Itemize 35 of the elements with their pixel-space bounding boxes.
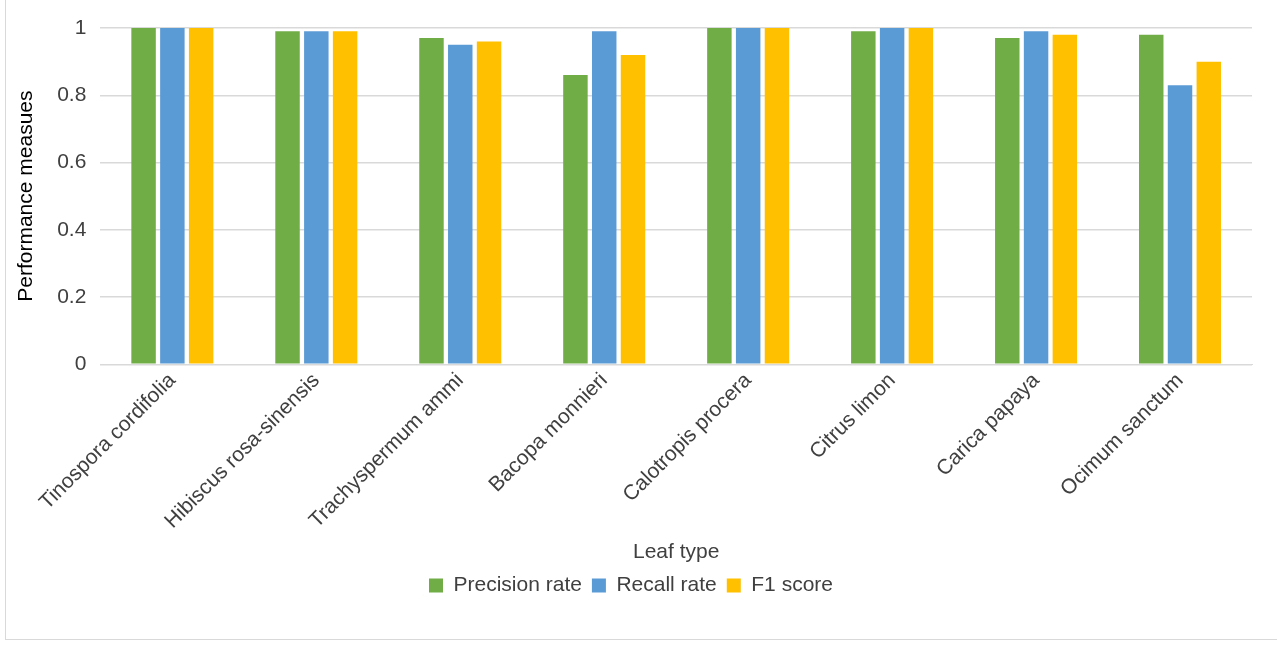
bar [851, 31, 876, 364]
bar [620, 54, 646, 364]
bar [1023, 31, 1049, 364]
y-tick-label: 0.6 [57, 149, 87, 173]
bar [563, 75, 588, 364]
bar [448, 44, 473, 364]
y-tick-label: 0.2 [57, 283, 87, 307]
y-tick-label: 0.8 [57, 82, 87, 106]
bar [707, 28, 732, 364]
legend-label: Recall rate [616, 572, 717, 596]
y-tick-label: 0 [74, 351, 87, 375]
bar [908, 28, 934, 364]
bar [160, 28, 185, 364]
bar [764, 28, 790, 364]
bar [304, 31, 329, 364]
bar [879, 28, 905, 364]
legend-label: Precision rate [453, 572, 582, 596]
bar [591, 31, 617, 364]
bar [735, 28, 761, 364]
bar [476, 41, 502, 364]
bar [1196, 61, 1222, 364]
bar [995, 38, 1020, 364]
y-tick-label: 0.4 [57, 216, 87, 240]
legend-label: F1 score [751, 572, 833, 596]
y-axis-title: Performance measues [13, 90, 37, 302]
y-tick-label: 1 [74, 14, 87, 38]
x-axis-title: Leaf type [632, 539, 720, 563]
bar [1052, 34, 1078, 364]
bar [188, 28, 214, 364]
bar [1139, 34, 1164, 364]
bar [131, 28, 156, 364]
bar [1167, 85, 1193, 364]
bar [275, 31, 300, 364]
bar [332, 31, 358, 364]
bar [419, 38, 444, 364]
